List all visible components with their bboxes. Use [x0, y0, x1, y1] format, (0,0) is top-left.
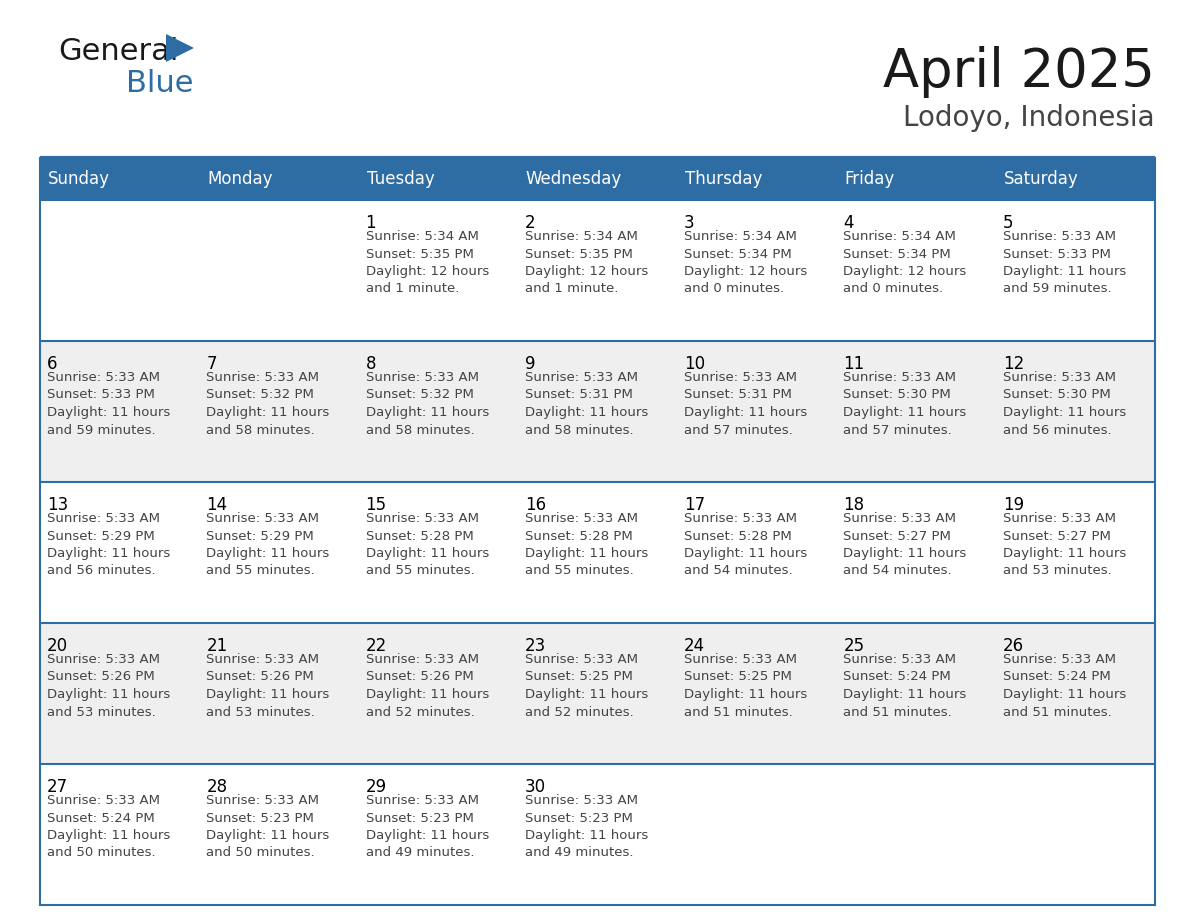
- Text: 30: 30: [525, 778, 546, 796]
- Text: April 2025: April 2025: [883, 46, 1155, 98]
- Text: Sunrise: 5:33 AM
Sunset: 5:26 PM
Daylight: 11 hours
and 53 minutes.: Sunrise: 5:33 AM Sunset: 5:26 PM Dayligh…: [48, 653, 170, 719]
- Text: Tuesday: Tuesday: [367, 170, 435, 188]
- Text: Sunrise: 5:33 AM
Sunset: 5:27 PM
Daylight: 11 hours
and 54 minutes.: Sunrise: 5:33 AM Sunset: 5:27 PM Dayligh…: [843, 512, 967, 577]
- Text: 8: 8: [366, 355, 377, 373]
- Text: Sunrise: 5:33 AM
Sunset: 5:32 PM
Daylight: 11 hours
and 58 minutes.: Sunrise: 5:33 AM Sunset: 5:32 PM Dayligh…: [207, 371, 329, 436]
- Text: Sunrise: 5:33 AM
Sunset: 5:29 PM
Daylight: 11 hours
and 55 minutes.: Sunrise: 5:33 AM Sunset: 5:29 PM Dayligh…: [207, 512, 329, 577]
- Text: Sunrise: 5:33 AM
Sunset: 5:25 PM
Daylight: 11 hours
and 52 minutes.: Sunrise: 5:33 AM Sunset: 5:25 PM Dayligh…: [525, 653, 649, 719]
- Text: Thursday: Thursday: [685, 170, 763, 188]
- Text: Sunrise: 5:33 AM
Sunset: 5:33 PM
Daylight: 11 hours
and 59 minutes.: Sunrise: 5:33 AM Sunset: 5:33 PM Dayligh…: [1003, 230, 1126, 296]
- Bar: [40, 623, 1155, 764]
- Bar: [40, 341, 1155, 482]
- Bar: [40, 764, 1155, 905]
- Text: 12: 12: [1003, 355, 1024, 373]
- Polygon shape: [166, 34, 194, 62]
- Text: General: General: [58, 38, 178, 66]
- Text: 19: 19: [1003, 496, 1024, 514]
- Text: 26: 26: [1003, 637, 1024, 655]
- Text: 24: 24: [684, 637, 706, 655]
- Text: 15: 15: [366, 496, 387, 514]
- Text: Sunrise: 5:33 AM
Sunset: 5:28 PM
Daylight: 11 hours
and 55 minutes.: Sunrise: 5:33 AM Sunset: 5:28 PM Dayligh…: [525, 512, 649, 577]
- Text: Sunrise: 5:33 AM
Sunset: 5:31 PM
Daylight: 11 hours
and 57 minutes.: Sunrise: 5:33 AM Sunset: 5:31 PM Dayligh…: [684, 371, 808, 436]
- Text: Sunrise: 5:34 AM
Sunset: 5:35 PM
Daylight: 12 hours
and 1 minute.: Sunrise: 5:34 AM Sunset: 5:35 PM Dayligh…: [525, 230, 649, 296]
- Text: Monday: Monday: [207, 170, 273, 188]
- Text: Sunrise: 5:33 AM
Sunset: 5:23 PM
Daylight: 11 hours
and 50 minutes.: Sunrise: 5:33 AM Sunset: 5:23 PM Dayligh…: [207, 794, 329, 859]
- Text: 13: 13: [48, 496, 68, 514]
- Text: 28: 28: [207, 778, 227, 796]
- Text: Sunrise: 5:33 AM
Sunset: 5:30 PM
Daylight: 11 hours
and 56 minutes.: Sunrise: 5:33 AM Sunset: 5:30 PM Dayligh…: [1003, 371, 1126, 436]
- Text: 3: 3: [684, 214, 695, 232]
- Text: 16: 16: [525, 496, 546, 514]
- Text: Sunrise: 5:33 AM
Sunset: 5:25 PM
Daylight: 11 hours
and 51 minutes.: Sunrise: 5:33 AM Sunset: 5:25 PM Dayligh…: [684, 653, 808, 719]
- Text: Sunrise: 5:34 AM
Sunset: 5:34 PM
Daylight: 12 hours
and 0 minutes.: Sunrise: 5:34 AM Sunset: 5:34 PM Dayligh…: [843, 230, 967, 296]
- Text: 9: 9: [525, 355, 536, 373]
- Text: 23: 23: [525, 637, 546, 655]
- Text: 14: 14: [207, 496, 227, 514]
- Text: 18: 18: [843, 496, 865, 514]
- Text: 7: 7: [207, 355, 216, 373]
- Text: Sunday: Sunday: [48, 170, 110, 188]
- Text: Sunrise: 5:34 AM
Sunset: 5:35 PM
Daylight: 12 hours
and 1 minute.: Sunrise: 5:34 AM Sunset: 5:35 PM Dayligh…: [366, 230, 488, 296]
- Text: Sunrise: 5:33 AM
Sunset: 5:29 PM
Daylight: 11 hours
and 56 minutes.: Sunrise: 5:33 AM Sunset: 5:29 PM Dayligh…: [48, 512, 170, 577]
- Text: Blue: Blue: [126, 70, 194, 98]
- Text: Sunrise: 5:33 AM
Sunset: 5:28 PM
Daylight: 11 hours
and 55 minutes.: Sunrise: 5:33 AM Sunset: 5:28 PM Dayligh…: [366, 512, 488, 577]
- Text: 17: 17: [684, 496, 706, 514]
- Text: 1: 1: [366, 214, 377, 232]
- Text: Sunrise: 5:33 AM
Sunset: 5:26 PM
Daylight: 11 hours
and 53 minutes.: Sunrise: 5:33 AM Sunset: 5:26 PM Dayligh…: [207, 653, 329, 719]
- Text: 22: 22: [366, 637, 387, 655]
- Text: 20: 20: [48, 637, 68, 655]
- Text: 5: 5: [1003, 214, 1013, 232]
- Text: Saturday: Saturday: [1004, 170, 1079, 188]
- Text: Sunrise: 5:33 AM
Sunset: 5:28 PM
Daylight: 11 hours
and 54 minutes.: Sunrise: 5:33 AM Sunset: 5:28 PM Dayligh…: [684, 512, 808, 577]
- Text: Sunrise: 5:33 AM
Sunset: 5:24 PM
Daylight: 11 hours
and 51 minutes.: Sunrise: 5:33 AM Sunset: 5:24 PM Dayligh…: [843, 653, 967, 719]
- Text: Sunrise: 5:33 AM
Sunset: 5:33 PM
Daylight: 11 hours
and 59 minutes.: Sunrise: 5:33 AM Sunset: 5:33 PM Dayligh…: [48, 371, 170, 436]
- Text: Sunrise: 5:34 AM
Sunset: 5:34 PM
Daylight: 12 hours
and 0 minutes.: Sunrise: 5:34 AM Sunset: 5:34 PM Dayligh…: [684, 230, 808, 296]
- Text: Sunrise: 5:33 AM
Sunset: 5:31 PM
Daylight: 11 hours
and 58 minutes.: Sunrise: 5:33 AM Sunset: 5:31 PM Dayligh…: [525, 371, 649, 436]
- Text: 11: 11: [843, 355, 865, 373]
- Text: 10: 10: [684, 355, 706, 373]
- Text: 21: 21: [207, 637, 228, 655]
- Bar: [40, 158, 1155, 200]
- Text: Sunrise: 5:33 AM
Sunset: 5:23 PM
Daylight: 11 hours
and 49 minutes.: Sunrise: 5:33 AM Sunset: 5:23 PM Dayligh…: [525, 794, 649, 859]
- Text: Lodoyo, Indonesia: Lodoyo, Indonesia: [903, 104, 1155, 132]
- Text: Sunrise: 5:33 AM
Sunset: 5:26 PM
Daylight: 11 hours
and 52 minutes.: Sunrise: 5:33 AM Sunset: 5:26 PM Dayligh…: [366, 653, 488, 719]
- Text: Friday: Friday: [845, 170, 895, 188]
- Text: 27: 27: [48, 778, 68, 796]
- Text: 29: 29: [366, 778, 387, 796]
- Text: Sunrise: 5:33 AM
Sunset: 5:27 PM
Daylight: 11 hours
and 53 minutes.: Sunrise: 5:33 AM Sunset: 5:27 PM Dayligh…: [1003, 512, 1126, 577]
- Text: 25: 25: [843, 637, 865, 655]
- Text: Wednesday: Wednesday: [526, 170, 623, 188]
- Bar: [40, 200, 1155, 341]
- Text: 2: 2: [525, 214, 536, 232]
- Text: 4: 4: [843, 214, 854, 232]
- Text: Sunrise: 5:33 AM
Sunset: 5:24 PM
Daylight: 11 hours
and 51 minutes.: Sunrise: 5:33 AM Sunset: 5:24 PM Dayligh…: [1003, 653, 1126, 719]
- Text: Sunrise: 5:33 AM
Sunset: 5:30 PM
Daylight: 11 hours
and 57 minutes.: Sunrise: 5:33 AM Sunset: 5:30 PM Dayligh…: [843, 371, 967, 436]
- Text: Sunrise: 5:33 AM
Sunset: 5:24 PM
Daylight: 11 hours
and 50 minutes.: Sunrise: 5:33 AM Sunset: 5:24 PM Dayligh…: [48, 794, 170, 859]
- Text: 6: 6: [48, 355, 57, 373]
- Bar: [40, 482, 1155, 623]
- Text: Sunrise: 5:33 AM
Sunset: 5:23 PM
Daylight: 11 hours
and 49 minutes.: Sunrise: 5:33 AM Sunset: 5:23 PM Dayligh…: [366, 794, 488, 859]
- Text: Sunrise: 5:33 AM
Sunset: 5:32 PM
Daylight: 11 hours
and 58 minutes.: Sunrise: 5:33 AM Sunset: 5:32 PM Dayligh…: [366, 371, 488, 436]
